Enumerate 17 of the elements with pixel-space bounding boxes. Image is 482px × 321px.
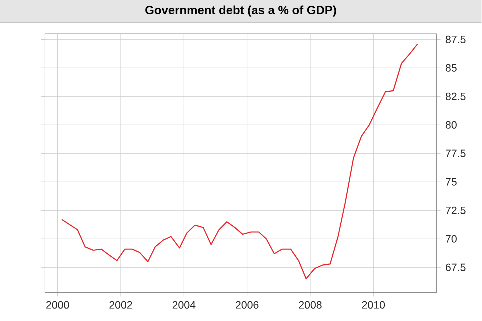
x-tick-label: 2000	[46, 302, 70, 310]
line-series	[61, 44, 418, 280]
x-tick-label: 2006	[236, 302, 259, 310]
y-tick-label: 72.5	[446, 207, 466, 215]
y-tick-label: 85	[446, 64, 457, 72]
y-tick-label: 67.5	[446, 264, 466, 272]
y-tick-label: 77.5	[446, 150, 466, 158]
y-tick-label: 75	[446, 178, 457, 186]
chart-title: Government debt (as a % of GDP)	[146, 6, 336, 18]
x-tick-label: 2002	[110, 302, 132, 310]
x-tick-label: 2008	[299, 302, 322, 310]
x-tick-label: 2004	[172, 302, 196, 310]
x-tick-label: 2010	[362, 302, 386, 310]
y-tick-label: 80	[446, 122, 457, 130]
y-tick-label: 87.5	[446, 36, 466, 44]
y-tick-label: 82.5	[446, 93, 466, 101]
y-tick-label: 70	[446, 236, 457, 244]
